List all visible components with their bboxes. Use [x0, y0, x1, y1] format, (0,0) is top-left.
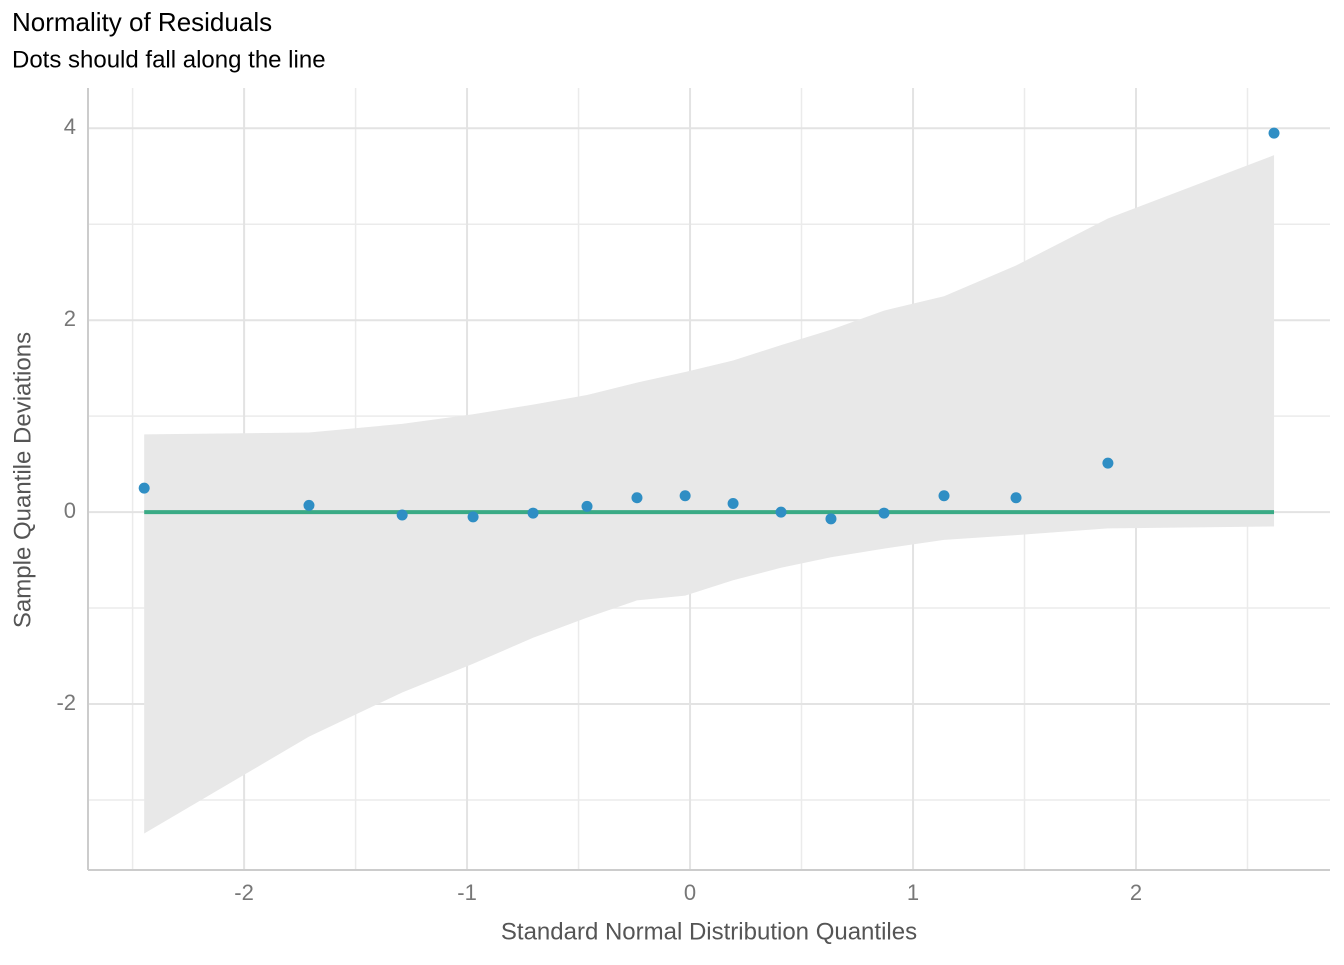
- point: [631, 492, 643, 504]
- x-tick-label: -1: [457, 880, 477, 905]
- point: [1010, 492, 1022, 504]
- y-tick-label: 0: [64, 498, 76, 523]
- point: [1268, 127, 1280, 139]
- y-tick-label: 4: [64, 114, 76, 139]
- point: [775, 506, 787, 518]
- point: [467, 511, 479, 523]
- chart-subtitle: Dots should fall along the line: [12, 46, 326, 73]
- chart-title: Normality of Residuals: [12, 7, 272, 37]
- x-tick-label: 0: [684, 880, 696, 905]
- confidence-band: [144, 155, 1275, 834]
- point: [825, 513, 837, 525]
- point: [727, 497, 739, 509]
- point: [581, 500, 593, 512]
- x-tick-label: 1: [907, 880, 919, 905]
- point: [1102, 457, 1114, 469]
- x-tick-label: -2: [234, 880, 254, 905]
- y-axis-title: Sample Quantile Deviations: [9, 332, 36, 628]
- point: [527, 507, 539, 519]
- point: [303, 499, 315, 511]
- x-axis-title: Standard Normal Distribution Quantiles: [501, 918, 917, 945]
- point: [679, 490, 691, 502]
- point: [878, 507, 890, 519]
- point: [938, 490, 950, 502]
- point: [396, 509, 408, 521]
- point: [138, 482, 150, 494]
- y-tick-label: 2: [64, 306, 76, 331]
- x-tick-label: 2: [1130, 880, 1142, 905]
- y-tick-label: -2: [56, 690, 76, 715]
